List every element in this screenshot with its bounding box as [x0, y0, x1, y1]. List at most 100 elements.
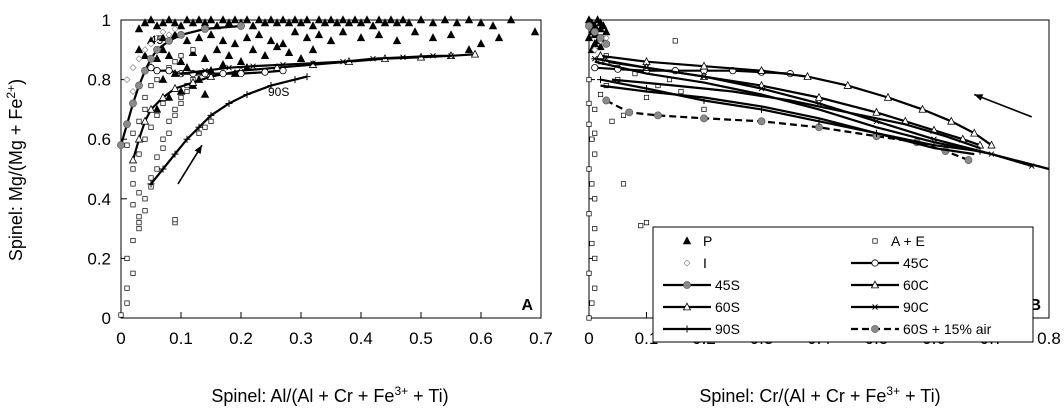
legend-label: 90S — [715, 321, 740, 337]
data-point — [267, 82, 275, 90]
data-point — [643, 220, 650, 226]
data-point — [218, 36, 228, 45]
data-point — [130, 270, 136, 276]
legend-marker — [683, 325, 691, 333]
data-point — [124, 142, 130, 148]
data-point — [592, 151, 598, 157]
data-point — [338, 27, 348, 36]
data-point — [326, 36, 336, 45]
data-point — [314, 30, 324, 39]
x-tick-label: 0.8 — [1037, 329, 1061, 348]
y-tick-label: 0.6 — [87, 130, 111, 149]
data-point — [176, 57, 186, 65]
data-point — [182, 62, 192, 71]
data-point — [195, 123, 203, 131]
legend: P A + E I 45C 45S 60C 60S 90C 90S 60S + 15% air — [652, 226, 1034, 343]
data-point — [207, 111, 215, 119]
data-point — [308, 45, 318, 54]
data-point — [201, 67, 209, 74]
data-point — [136, 220, 142, 226]
annotation: 90S — [268, 85, 289, 99]
data-point — [643, 94, 650, 101]
data-point — [596, 33, 605, 42]
data-point — [165, 67, 173, 75]
legend-box — [652, 226, 1034, 343]
data-point — [166, 118, 172, 124]
data-point — [428, 33, 438, 42]
data-point — [620, 112, 627, 118]
data-point — [142, 208, 148, 214]
data-point — [117, 141, 125, 150]
series-a-e — [118, 47, 214, 318]
data-point — [279, 61, 287, 68]
data-point — [147, 64, 155, 72]
data-point — [700, 73, 708, 80]
data-point — [236, 57, 246, 65]
legend-marker — [872, 238, 878, 244]
series-line — [588, 25, 608, 45]
data-point — [160, 100, 166, 106]
legend-entry: 60C — [851, 277, 929, 293]
data-point — [212, 45, 222, 54]
series-90s — [147, 73, 311, 188]
data-point — [242, 15, 252, 24]
data-point — [158, 74, 168, 83]
data-point — [142, 106, 148, 112]
data-point — [278, 39, 288, 48]
data-point — [146, 15, 156, 24]
data-point — [592, 285, 598, 291]
data-point — [464, 45, 474, 54]
data-point — [165, 36, 173, 45]
data-point — [225, 64, 233, 71]
data-point — [964, 156, 973, 164]
data-point — [266, 15, 276, 24]
data-point — [178, 94, 184, 101]
data-point — [586, 121, 592, 127]
data-point — [219, 70, 227, 78]
data-point — [369, 55, 377, 62]
data-point — [476, 39, 486, 48]
data-point — [970, 128, 979, 137]
data-point — [700, 114, 708, 123]
legend-entry: 45S — [663, 277, 740, 293]
data-point — [326, 15, 336, 24]
arrow-head — [974, 94, 984, 101]
data-point — [947, 116, 956, 125]
data-point — [883, 92, 893, 101]
data-point — [184, 88, 190, 95]
data-point — [447, 52, 455, 59]
data-point — [124, 255, 130, 261]
data-point — [194, 33, 204, 42]
data-point — [160, 145, 166, 151]
data-point — [987, 140, 996, 149]
legend-marker — [683, 281, 691, 289]
data-point — [638, 223, 644, 229]
data-point — [242, 33, 252, 42]
data-point — [136, 226, 142, 232]
y-tick-label: 0.4 — [87, 190, 111, 209]
legend-marker — [871, 259, 879, 267]
data-point — [141, 46, 149, 54]
y-tick-label: 0.2 — [87, 249, 111, 268]
data-point — [586, 270, 592, 276]
data-point — [625, 108, 634, 117]
series-90c — [177, 52, 455, 77]
series-line — [605, 99, 969, 162]
data-point — [171, 150, 179, 158]
data-point — [140, 18, 150, 27]
data-point — [130, 181, 136, 187]
data-point — [380, 18, 390, 27]
data-point — [206, 30, 216, 39]
y-tick-label: 1 — [102, 11, 111, 30]
data-point — [218, 15, 228, 24]
legend-entry: 45C — [851, 255, 929, 271]
data-point — [182, 15, 192, 24]
data-point — [470, 49, 480, 58]
data-point — [172, 217, 178, 223]
data-point — [129, 99, 137, 108]
x-tick-label: 0.1 — [169, 329, 193, 348]
data-point — [135, 81, 143, 90]
data-point — [416, 15, 426, 24]
data-point — [586, 315, 592, 321]
data-point — [758, 85, 765, 92]
